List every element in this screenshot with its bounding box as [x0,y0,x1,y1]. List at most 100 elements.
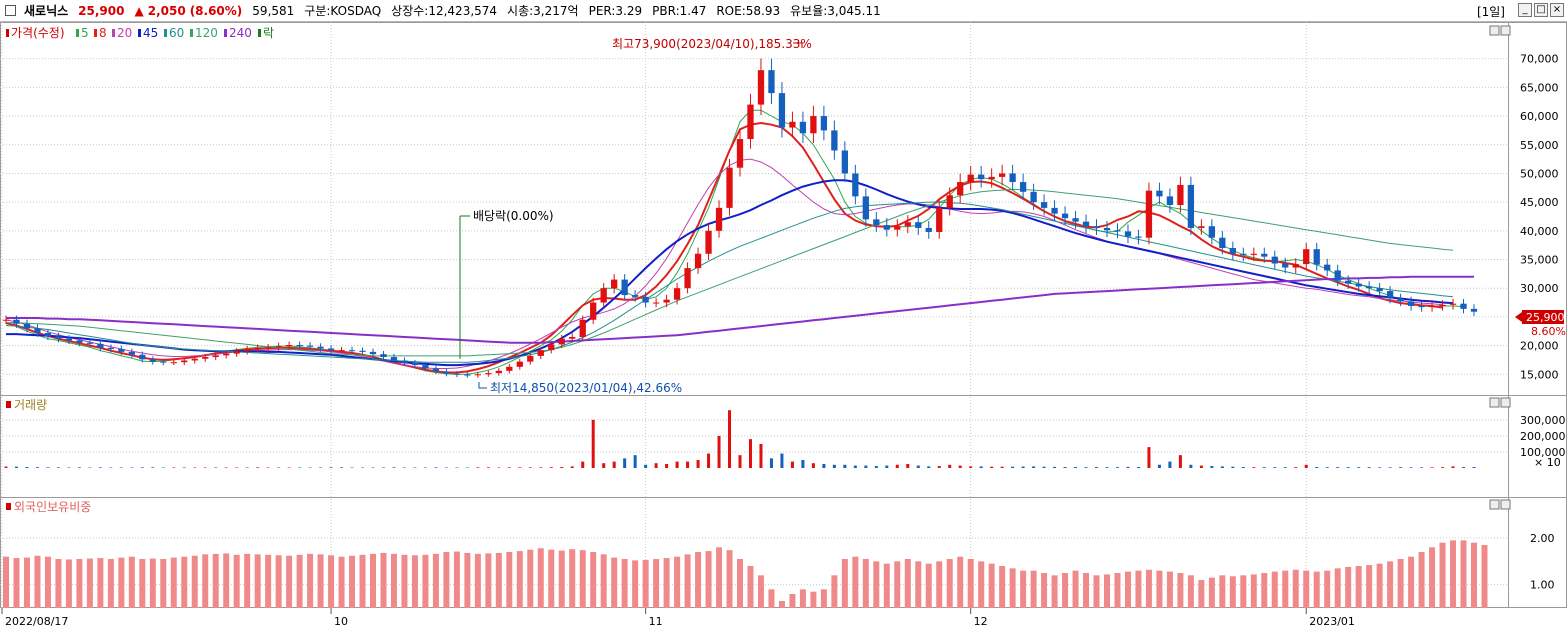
select-checkbox[interactable] [5,5,16,16]
maximize-button[interactable]: □ [1534,3,1548,17]
foreign-ratio-bar [841,559,848,608]
foreign-ratio-bar [957,556,964,608]
foreign-ratio-bar [244,553,251,608]
candle-body [285,345,293,347]
volume-bar [4,466,8,468]
candle-body [579,319,586,337]
candle-body [925,227,932,232]
foreign-ratio-bar [1124,571,1131,608]
candle-body [1177,184,1184,205]
volume-bar [927,466,931,468]
candle-body [1449,303,1457,305]
volume-bar [88,467,92,469]
volume-bar [1472,467,1476,468]
candle-body [149,359,156,362]
foreign-ratio-bar [663,558,670,608]
foreign-panel-min-button[interactable] [1489,499,1500,510]
price-tick-label: 35,000 [1520,254,1559,267]
volume-bar [1147,447,1151,468]
candle-body [13,319,20,324]
foreign-ratio-bar [191,555,198,608]
candle-body [862,196,869,220]
candle-body [327,348,335,351]
foreign-ratio-bar [380,552,387,608]
volume-bar [1032,466,1036,468]
candle-body [757,70,765,105]
foreign-ratio-bar [1271,571,1278,608]
candle-body [223,353,230,356]
minimize-button[interactable]: _ [1518,3,1532,17]
volume-bar [958,465,962,468]
volume-bar [1063,467,1067,468]
listed-shares: 상장수:12,423,574 [391,4,498,18]
foreign-ratio-bar [34,555,41,608]
period-selector[interactable]: [1일] [1476,5,1505,19]
x-tick-label: 12 [974,615,988,628]
foreign-ratio-bar [1282,570,1289,608]
foreign-panel-close-button[interactable] [1500,499,1511,510]
candle-body [1114,230,1121,232]
volume-bar [1210,466,1214,468]
foreign-ratio-bar [13,558,20,608]
price-panel-min-button[interactable] [1489,25,1500,36]
foreign-ratio-bar [1156,570,1163,608]
candle-body [422,365,429,369]
candle-body [212,355,219,358]
price-panel-buttons[interactable] [1489,25,1511,510]
volume-bar [759,443,763,468]
legend-label: 8 [99,26,107,40]
candle-body [65,338,73,341]
volume-title-marker [6,401,11,408]
volume-bar [1441,467,1445,468]
close-button[interactable]: × [1550,3,1564,17]
foreign-ratio-bar [1324,570,1331,608]
pbr-value: PBR:1.47 [652,3,707,18]
candle-body [107,347,115,350]
candle-body [23,323,31,329]
candle-body [401,360,408,363]
grid-lines [0,22,1508,608]
foreign-ratio-bar [1041,573,1048,608]
foreign-ratio-bar [1240,575,1247,608]
volume-bar [423,467,427,469]
foreign-ratio-bar [988,563,995,608]
x-tick-label: 2022/08/17 [5,615,68,628]
foreign-ratio-bar [653,559,660,608]
legend-label: 45 [143,26,158,40]
volume-bar [717,435,721,468]
volume-bar [801,459,805,468]
foreign-ratio-bar [1429,547,1436,608]
foreign-ratio-bar [1450,540,1457,608]
volume-bar [696,459,700,468]
volume-tick-label: 200,000 [1520,430,1566,443]
foreign-ratio-bar [1366,565,1373,608]
candle-body [915,222,922,228]
foreign-ratio-bar [925,563,932,608]
foreign-ratio-bar [1219,575,1226,608]
stock-name[interactable]: 새로닉스 [24,4,69,18]
volume-panel-min-button[interactable] [1489,397,1500,408]
candle-body [705,230,712,254]
foreign-ratio-bar [621,559,628,608]
foreign-ratio-bar [411,555,418,608]
volume-bar [518,467,522,468]
candle-body [558,338,565,345]
volume-bar [843,464,847,468]
candle-body [998,173,1006,177]
foreign-ratio-bar [1135,570,1142,608]
foreign-ratio-bar [443,552,450,608]
volume-panel-close-button[interactable] [1500,397,1511,408]
legend-swatch [94,29,97,37]
foreign-ratio-bar [1292,569,1299,608]
candle-body [1229,248,1236,254]
candle-body [852,173,859,197]
volume-bar [644,464,648,468]
volume-bar [1042,466,1046,468]
candle-body [1135,236,1142,238]
foreign-title: 외국인보유비중 [14,500,91,514]
candle-body [631,295,639,297]
price-panel-close-button[interactable] [1500,25,1511,36]
foreign-ratio-bar [1408,556,1415,608]
foreign-ratio-bar [1104,574,1110,608]
